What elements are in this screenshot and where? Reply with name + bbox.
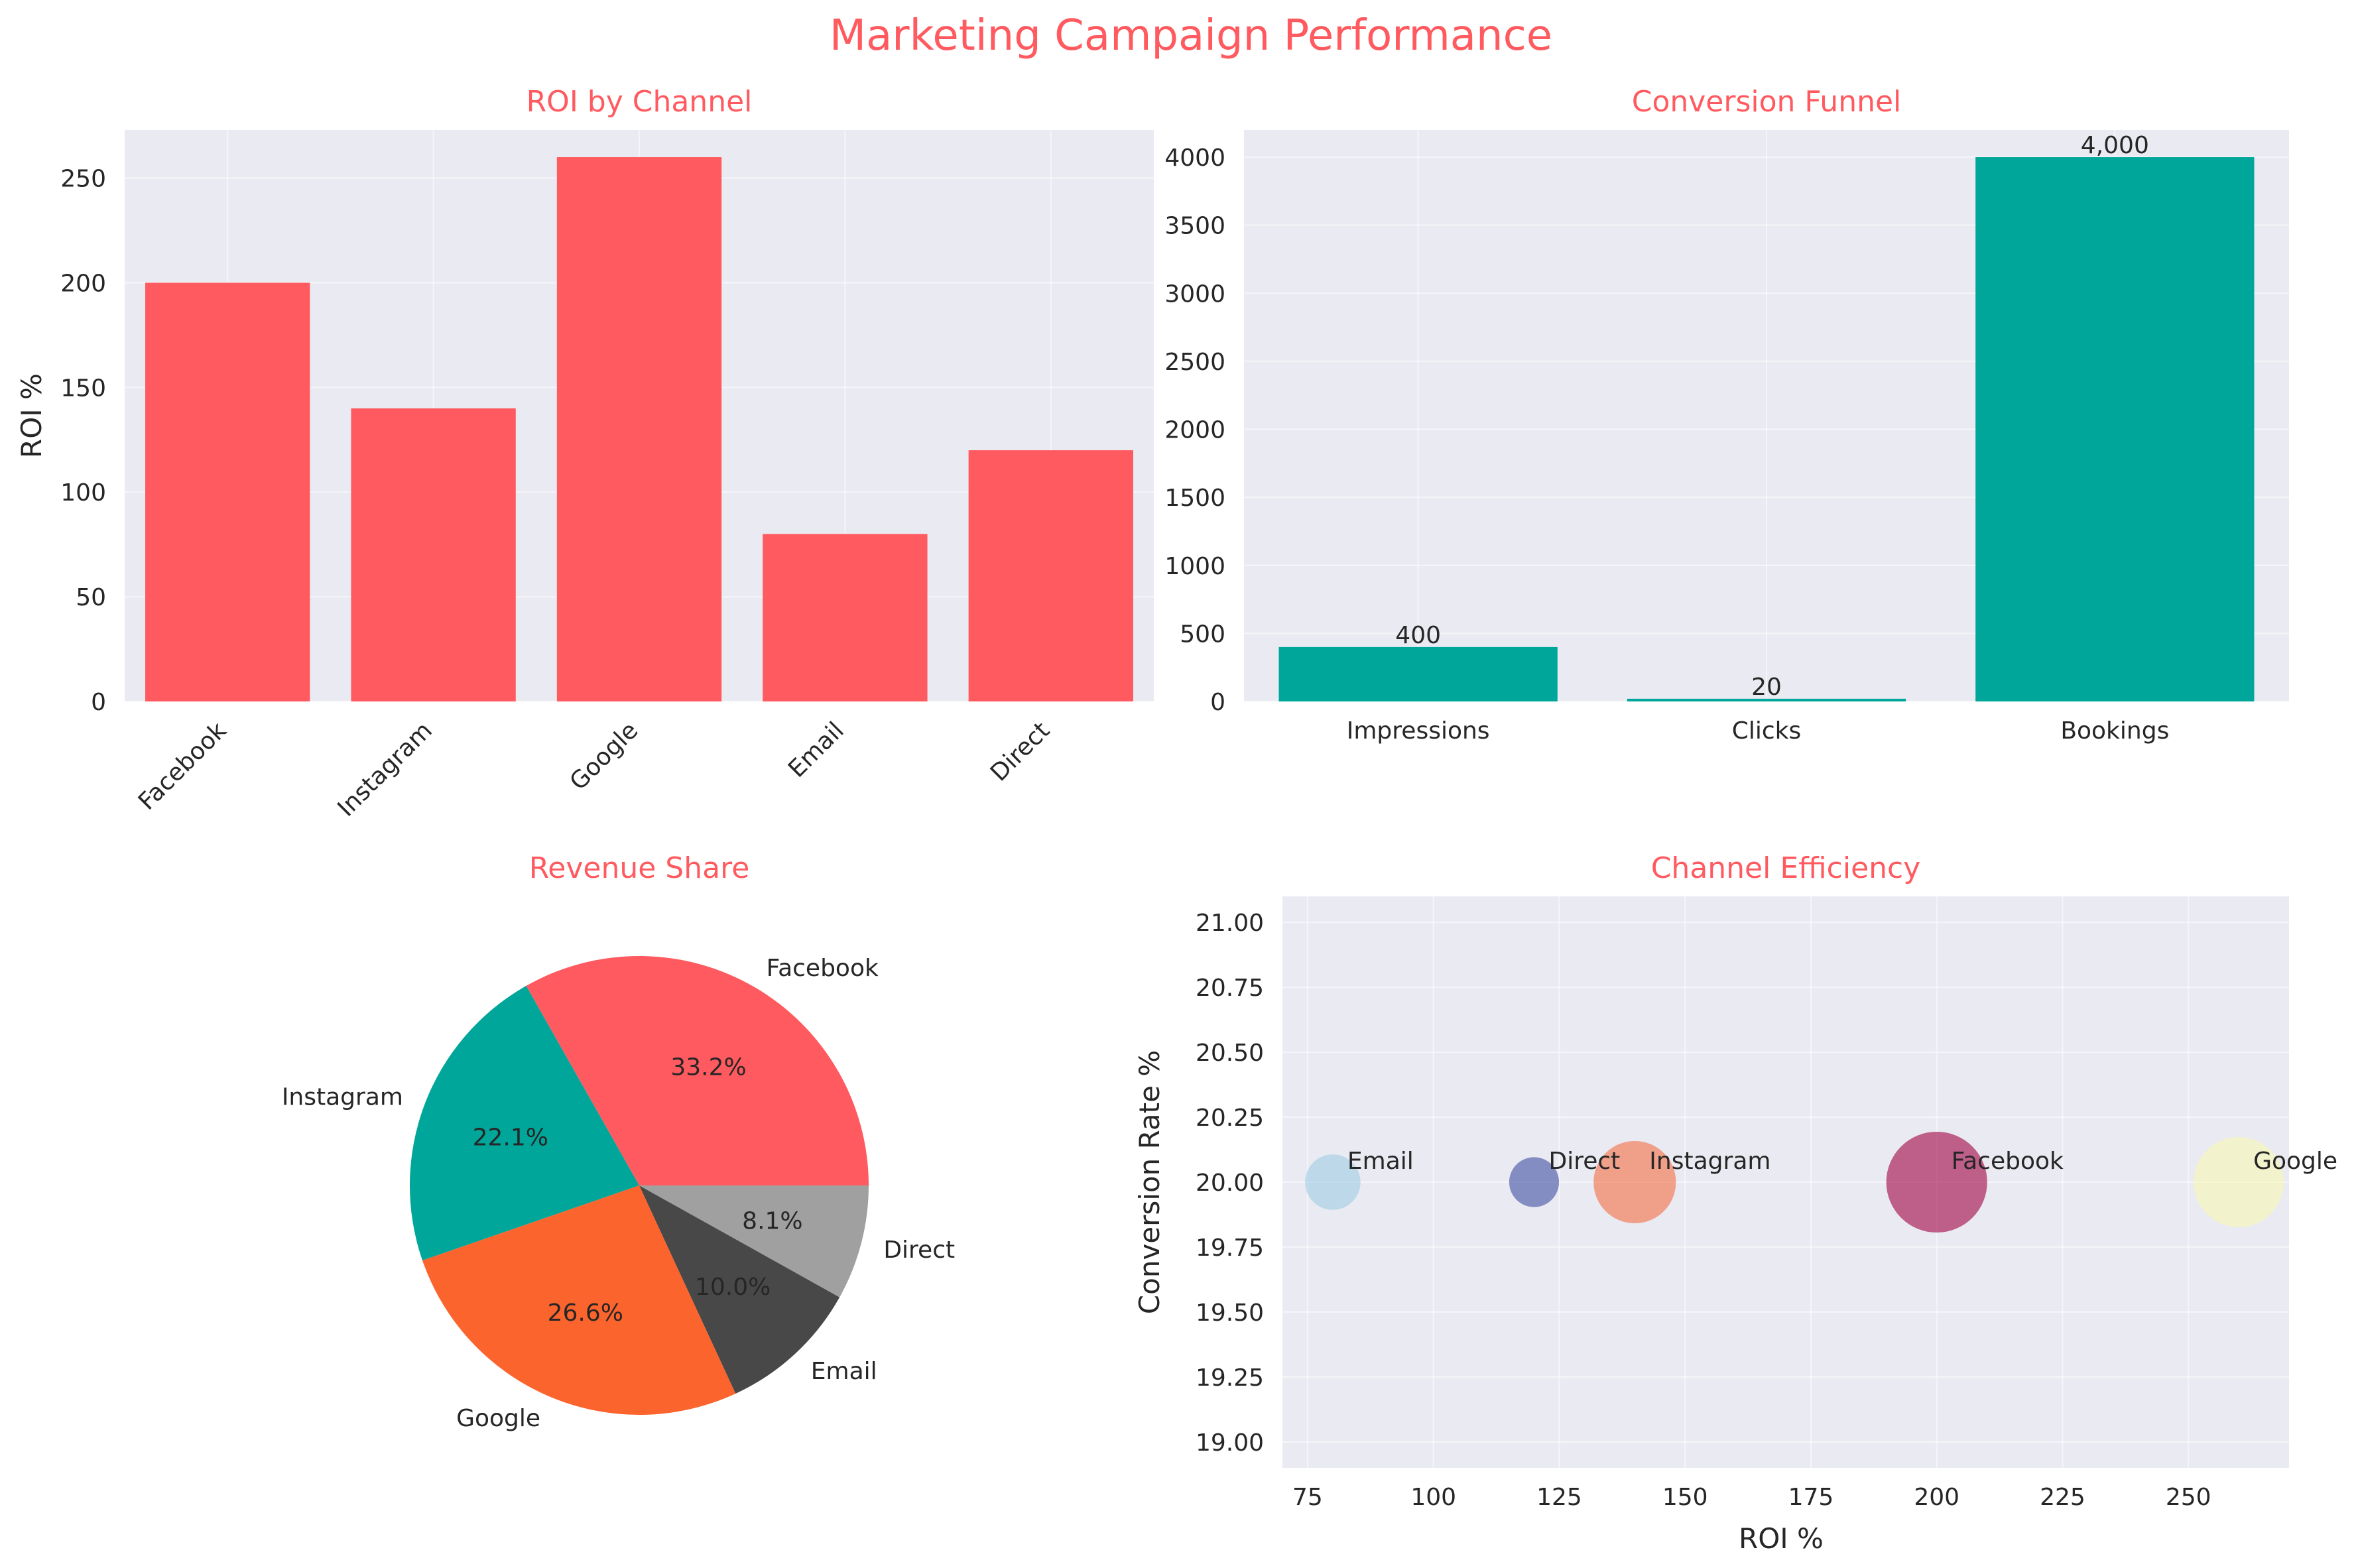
point-label: Facebook: [1952, 1148, 2064, 1175]
y-tick-label: 4000: [1164, 145, 1225, 172]
x-tick-label: Facebook: [133, 717, 232, 815]
y-tick-label: 50: [76, 584, 106, 611]
efficiency-chart-title: Channel Efficiency: [1651, 851, 1921, 885]
x-tick-label: 75: [1292, 1484, 1323, 1511]
data-label: 400: [1395, 622, 1441, 649]
slice-percent: 22.1%: [473, 1124, 548, 1152]
y-tick-label: 21.00: [1196, 910, 1264, 937]
x-tick-label: 175: [1788, 1484, 1834, 1511]
x-tick-label: Clicks: [1732, 717, 1802, 745]
funnel-chart-title: Conversion Funnel: [1632, 85, 1902, 119]
y-tick-label: 20.25: [1196, 1105, 1264, 1132]
revenue-share-title: Revenue Share: [529, 851, 750, 885]
efficiency-x-axis-label: ROI %: [1739, 1522, 1824, 1555]
roi-chart-title: ROI by Channel: [527, 85, 753, 119]
y-tick-label: 150: [60, 375, 106, 402]
y-tick-label: 3500: [1164, 213, 1225, 240]
slice-label: Direct: [883, 1236, 955, 1264]
slice-percent: 8.1%: [742, 1207, 802, 1235]
point-facebook: [1887, 1132, 1987, 1233]
slice-label: Google: [456, 1405, 540, 1432]
channel-efficiency-chart: Channel Efficiency ROI % Conversion Rate…: [1133, 851, 2337, 1555]
data-label: 20: [1751, 674, 1782, 701]
y-tick-label: 2000: [1164, 417, 1225, 444]
x-tick-label: 200: [1914, 1484, 1959, 1511]
slice-label: Email: [811, 1358, 877, 1385]
bar-google: [557, 157, 721, 701]
y-tick-label: 19.00: [1196, 1429, 1264, 1457]
x-tick-label: Instagram: [332, 717, 438, 822]
bar-impressions: [1279, 647, 1558, 701]
y-tick-label: 200: [60, 270, 106, 297]
figure-title: Marketing Campaign Performance: [830, 11, 1552, 60]
y-tick-label: 1000: [1164, 553, 1225, 580]
x-tick-label: Direct: [985, 717, 1055, 786]
bar-bookings: [1975, 157, 2254, 701]
y-tick-label: 500: [1180, 621, 1225, 648]
x-tick-label: Google: [565, 717, 644, 796]
point-label: Direct: [1549, 1148, 1621, 1175]
slice-percent: 26.6%: [548, 1299, 623, 1327]
y-tick-label: 0: [1210, 689, 1225, 716]
y-tick-label: 20.00: [1196, 1170, 1264, 1197]
x-tick-label: 250: [2166, 1484, 2211, 1511]
y-tick-label: 3000: [1164, 280, 1225, 308]
bar-instagram: [351, 408, 515, 701]
data-label: 4,000: [2081, 132, 2149, 159]
y-tick-label: 0: [91, 689, 106, 716]
x-tick-label: 150: [1662, 1484, 1708, 1511]
point-label: Email: [1347, 1148, 1414, 1175]
y-tick-label: 250: [60, 166, 106, 193]
x-tick-label: 125: [1536, 1484, 1582, 1511]
slice-percent: 33.2%: [670, 1054, 746, 1081]
efficiency-y-axis-label: Conversion Rate %: [1133, 1050, 1166, 1314]
x-tick-label: Bookings: [2060, 717, 2169, 745]
point-label: Instagram: [1649, 1148, 1770, 1175]
conversion-funnel-chart: Conversion Funnel 0 500 1000 1500 2000 2500 30…: [1164, 85, 2289, 745]
x-tick-label: Email: [783, 717, 849, 783]
slice-percent: 10.0%: [695, 1274, 771, 1301]
bar-direct: [969, 450, 1133, 701]
y-tick-label: 19.25: [1196, 1364, 1264, 1392]
bar-email: [763, 534, 927, 701]
y-tick-label: 20.75: [1196, 975, 1264, 1002]
revenue-share-chart: Revenue Share Facebook 33.2% Instagram 22.1…: [282, 851, 955, 1432]
slice-label: Facebook: [767, 955, 879, 982]
y-tick-label: 20.50: [1196, 1040, 1264, 1067]
x-tick-label: Impressions: [1347, 717, 1490, 745]
point-label: Google: [2253, 1148, 2337, 1175]
y-tick-label: 19.50: [1196, 1299, 1264, 1327]
slice-label: Instagram: [282, 1083, 403, 1111]
bar-facebook: [145, 282, 310, 701]
y-tick-label: 100: [60, 479, 106, 507]
y-tick-label: 19.75: [1196, 1235, 1264, 1262]
y-tick-label: 2500: [1164, 349, 1225, 376]
y-tick-label: 1500: [1164, 485, 1225, 512]
x-tick-label: 225: [2040, 1484, 2085, 1511]
roi-y-axis-label: ROI %: [15, 373, 48, 458]
roi-by-channel-chart: ROI by Channel ROI % 0 50 100 150 200 250 Fac…: [15, 85, 1154, 822]
x-tick-label: 100: [1410, 1484, 1456, 1511]
